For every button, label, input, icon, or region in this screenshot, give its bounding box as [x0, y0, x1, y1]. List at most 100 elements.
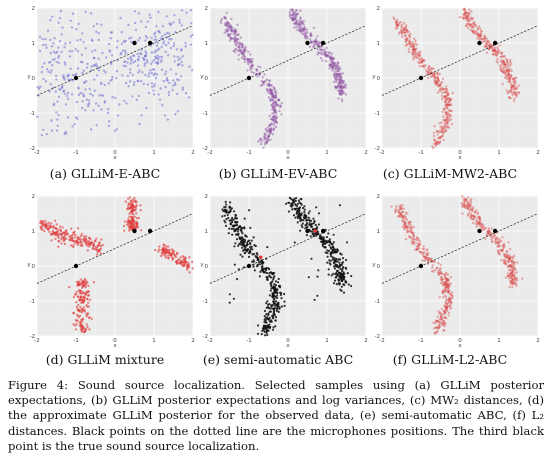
- sample-point: [444, 285, 448, 289]
- sample-point: [467, 204, 471, 208]
- sample-point: [127, 218, 130, 221]
- sample-point: [406, 37, 409, 40]
- svg-text:-2: -2: [207, 338, 212, 344]
- sample-point: [506, 68, 509, 71]
- sample-point: [291, 9, 294, 13]
- sample-point: [338, 81, 341, 84]
- sample-point: [343, 283, 346, 287]
- sample-point: [447, 112, 450, 115]
- sample-point: [429, 68, 432, 72]
- sample-point: [239, 51, 242, 54]
- sample-point: [437, 141, 441, 144]
- sample-point: [50, 119, 53, 122]
- sample-point: [302, 28, 305, 31]
- sample-point: [438, 311, 441, 315]
- sample-point: [113, 129, 117, 133]
- sample-point: [312, 26, 316, 29]
- sample-point: [270, 89, 274, 92]
- sample-point: [95, 247, 99, 250]
- sample-point: [319, 237, 322, 240]
- sample-point: [168, 32, 171, 35]
- sample-point: [75, 100, 79, 104]
- sample-point: [84, 109, 87, 112]
- sample-point: [243, 245, 246, 248]
- sample-point: [397, 208, 400, 212]
- sample-point: [227, 232, 230, 235]
- sample-point: [431, 259, 435, 263]
- sample-point: [502, 258, 506, 261]
- sample-point: [57, 61, 61, 64]
- sample-point: [337, 97, 340, 100]
- sample-point: [128, 196, 132, 199]
- sample-point: [188, 271, 191, 274]
- sample-point: [49, 19, 52, 22]
- sample-point: [172, 84, 175, 87]
- sample-point: [72, 311, 76, 315]
- sample-point: [477, 35, 481, 38]
- sample-point: [318, 48, 321, 51]
- sample-point: [139, 209, 142, 212]
- sample-point: [350, 284, 353, 288]
- sample-point: [237, 58, 240, 61]
- sample-point: [332, 65, 335, 69]
- sample-point: [83, 282, 86, 285]
- sample-point: [342, 276, 345, 279]
- sample-point: [426, 70, 429, 74]
- sample-point: [500, 239, 503, 243]
- sample-point: [263, 138, 266, 141]
- sample-point: [132, 54, 136, 57]
- sample-point: [437, 83, 441, 87]
- sample-point: [478, 222, 481, 225]
- sample-point: [410, 229, 413, 233]
- sample-point: [164, 245, 168, 248]
- sample-point: [481, 226, 484, 229]
- sample-point: [445, 98, 448, 102]
- sample-point: [412, 56, 415, 59]
- sample-point: [449, 293, 452, 296]
- sample-point: [240, 52, 244, 55]
- sample-point: [144, 25, 147, 29]
- sample-point: [335, 264, 338, 267]
- sample-point: [79, 238, 82, 241]
- sample-point: [219, 19, 223, 22]
- sample-point: [236, 41, 240, 44]
- sample-point: [462, 17, 465, 20]
- sample-point: [312, 42, 315, 46]
- sample-point: [467, 11, 471, 15]
- sample-point: [402, 28, 405, 31]
- sample-point: [435, 267, 439, 270]
- sample-point: [129, 40, 133, 44]
- sample-point: [499, 259, 503, 262]
- sample-point: [496, 236, 499, 239]
- sample-point: [503, 62, 506, 66]
- sample-point: [283, 292, 286, 296]
- sample-point: [411, 48, 414, 52]
- sample-point: [123, 229, 126, 232]
- sample-point: [298, 26, 302, 30]
- sample-point: [494, 54, 498, 57]
- sample-point: [335, 86, 339, 89]
- sample-point: [275, 291, 278, 294]
- sample-point: [340, 76, 343, 79]
- sample-point: [268, 98, 272, 101]
- sample-point: [511, 270, 515, 273]
- sample-point: [471, 30, 474, 33]
- sample-point: [512, 84, 515, 88]
- svg-text:1: 1: [32, 41, 36, 47]
- sample-point: [301, 21, 304, 25]
- sample-point: [493, 50, 496, 53]
- sample-point: [442, 310, 445, 313]
- sample-point: [510, 277, 513, 280]
- sample-point: [178, 18, 181, 21]
- sample-point: [328, 67, 331, 70]
- sample-point: [405, 29, 408, 33]
- sample-point: [225, 22, 229, 25]
- sample-point: [406, 212, 409, 215]
- sample-point: [410, 231, 413, 235]
- sample-point: [255, 72, 259, 75]
- sample-point: [316, 275, 319, 278]
- sample-point: [79, 91, 82, 95]
- sample-point: [186, 261, 189, 264]
- sample-point: [268, 79, 271, 83]
